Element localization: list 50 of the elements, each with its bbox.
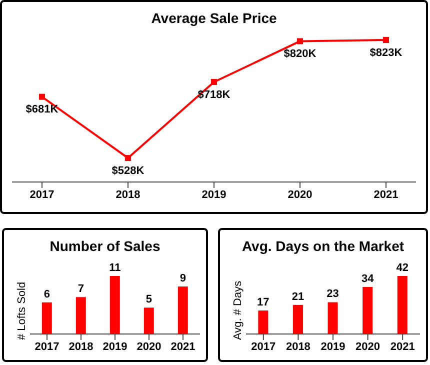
point bbox=[383, 37, 389, 43]
x-tick-label: 2020 bbox=[136, 340, 162, 353]
chart-title: Avg. Days on the Market bbox=[240, 238, 406, 256]
x-tick-label: 2021 bbox=[390, 340, 415, 353]
bar bbox=[110, 276, 120, 334]
bar bbox=[328, 302, 338, 334]
bar bbox=[144, 308, 154, 334]
bar bbox=[292, 305, 303, 334]
point bbox=[125, 155, 131, 161]
data-label: 42 bbox=[396, 262, 409, 274]
data-label: 17 bbox=[257, 296, 270, 309]
x-tick-label: 2019 bbox=[202, 188, 226, 201]
x-tick-label: 2018 bbox=[286, 340, 310, 353]
x-tick-label: 2021 bbox=[170, 340, 196, 353]
bar bbox=[178, 286, 188, 334]
data-label: 6 bbox=[44, 288, 50, 300]
x-tick-label: 2017 bbox=[30, 188, 54, 201]
bar bbox=[397, 276, 408, 334]
data-label: $823K bbox=[370, 46, 402, 59]
data-label: 23 bbox=[326, 288, 339, 300]
data-label: 5 bbox=[146, 294, 152, 306]
data-label: $528K bbox=[112, 164, 144, 177]
data-label: 21 bbox=[292, 291, 304, 303]
data-label: $718K bbox=[198, 88, 230, 101]
x-tick-label: 2020 bbox=[356, 340, 380, 353]
x-tick-label: 2020 bbox=[288, 188, 312, 201]
x-tick-label: 2018 bbox=[68, 340, 94, 353]
x-tick-label: 2019 bbox=[102, 340, 128, 353]
point bbox=[39, 94, 45, 100]
data-label: 9 bbox=[180, 272, 186, 285]
data-label: $820K bbox=[284, 48, 316, 60]
x-tick-label: 2021 bbox=[374, 188, 398, 201]
data-label: 7 bbox=[78, 283, 84, 296]
chart-title: Number of Sales bbox=[48, 238, 162, 256]
point bbox=[211, 79, 217, 85]
x-tick-label: 2017 bbox=[251, 340, 276, 353]
x-tick-label: 2019 bbox=[320, 340, 346, 353]
chart-title: Average Sale Price bbox=[150, 10, 278, 28]
bar bbox=[76, 297, 86, 334]
data-label: 11 bbox=[109, 262, 121, 274]
point bbox=[297, 38, 303, 44]
data-label: $681K bbox=[26, 104, 58, 116]
y-axis-title: Avg. # Days bbox=[232, 280, 244, 340]
bar bbox=[258, 310, 268, 334]
x-tick-label: 2017 bbox=[34, 340, 60, 353]
bar bbox=[42, 302, 52, 334]
y-axis-title: # Lofts Sold bbox=[16, 282, 28, 340]
x-tick-label: 2018 bbox=[116, 188, 140, 201]
bar bbox=[362, 287, 373, 334]
data-label: 34 bbox=[361, 273, 375, 286]
